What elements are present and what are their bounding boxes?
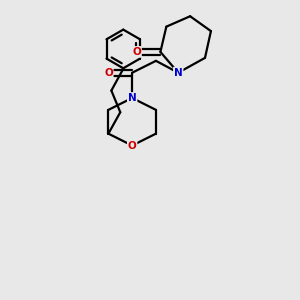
- Text: N: N: [174, 68, 183, 78]
- Text: N: N: [128, 93, 136, 103]
- Text: O: O: [104, 68, 113, 78]
- Text: O: O: [128, 140, 136, 151]
- Text: O: O: [132, 47, 141, 57]
